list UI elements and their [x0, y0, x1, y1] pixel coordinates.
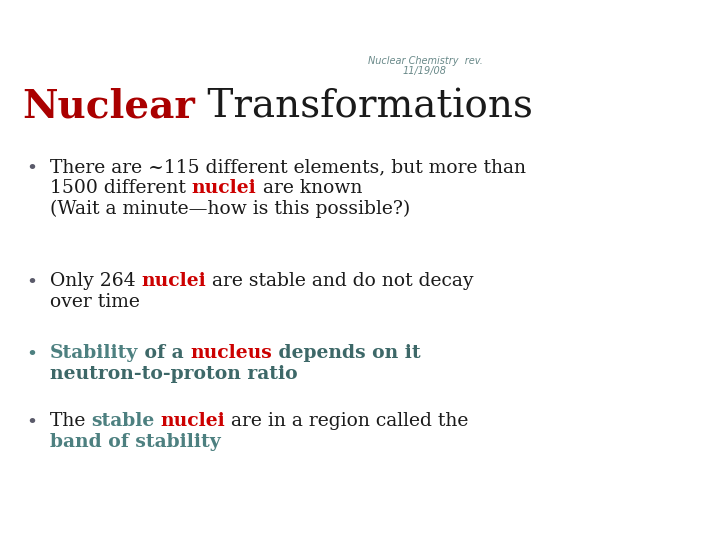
Text: (Wait a minute—how is this possible?): (Wait a minute—how is this possible?): [50, 200, 410, 218]
Text: are stable and do not decay: are stable and do not decay: [207, 272, 474, 290]
Text: neutron-to-proton ratio: neutron-to-proton ratio: [50, 365, 297, 383]
Text: Nuclear Chemistry  rev.: Nuclear Chemistry rev.: [368, 56, 482, 66]
Text: 1500 different: 1500 different: [50, 179, 192, 197]
Text: •: •: [27, 274, 37, 292]
Text: •: •: [27, 414, 37, 432]
Text: Nuclear: Nuclear: [22, 88, 195, 126]
Text: nuclei: nuclei: [142, 272, 207, 290]
Text: nucleus: nucleus: [191, 344, 272, 362]
Text: Only 264: Only 264: [50, 272, 142, 290]
Text: are known: are known: [256, 179, 362, 197]
Text: Transformations: Transformations: [195, 88, 533, 125]
Text: 11/19/08: 11/19/08: [403, 66, 447, 76]
Text: There are ~115 different elements, but more than: There are ~115 different elements, but m…: [50, 158, 526, 176]
Text: of a: of a: [138, 344, 191, 362]
Text: The: The: [50, 412, 91, 430]
Text: stable: stable: [91, 412, 155, 430]
Text: Stability: Stability: [50, 344, 138, 362]
Text: •: •: [27, 346, 37, 364]
Text: nuclei: nuclei: [161, 412, 225, 430]
Text: 13: 13: [693, 6, 714, 22]
Text: are in a region called the: are in a region called the: [225, 412, 469, 430]
Text: over time: over time: [50, 293, 140, 311]
Text: •: •: [27, 160, 37, 178]
Text: nuclei: nuclei: [192, 179, 256, 197]
Text: band of stability: band of stability: [50, 433, 221, 451]
Text: depends on it: depends on it: [272, 344, 421, 362]
